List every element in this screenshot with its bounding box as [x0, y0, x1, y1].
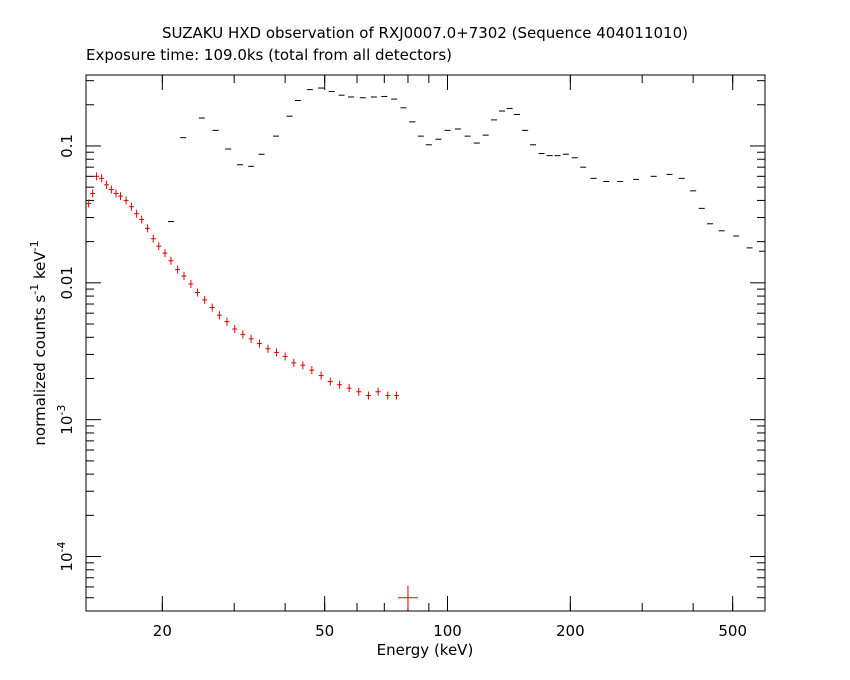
y-tick-label-base: 10	[58, 552, 76, 571]
data-point	[94, 172, 100, 181]
data-point	[104, 180, 110, 189]
data-point	[309, 366, 315, 375]
x-axis-label: Energy (keV)	[377, 641, 474, 659]
data-point	[365, 391, 371, 400]
series-1	[86, 172, 418, 610]
data-point	[232, 324, 238, 333]
y-axis-label-exp1: -1	[28, 284, 41, 295]
data-point	[128, 202, 134, 211]
data-point	[86, 199, 92, 208]
data-point	[188, 280, 194, 289]
data-point	[162, 249, 168, 258]
y-axis-label-exp2: -1	[28, 240, 41, 251]
data-point	[240, 330, 246, 339]
data-point	[394, 391, 400, 400]
data-point	[202, 295, 208, 304]
x-tick-label: 200	[556, 622, 585, 640]
x-tick-label: 50	[315, 622, 334, 640]
x-tick-label: 500	[718, 622, 747, 640]
data-point	[375, 387, 381, 396]
data-point	[181, 272, 187, 281]
y-tick-label: 10-3	[55, 405, 76, 435]
x-tick-label: 20	[153, 622, 172, 640]
y-tick-label-exp: -4	[55, 542, 68, 553]
data-point	[274, 348, 280, 357]
data-point	[195, 288, 201, 297]
data-point	[346, 384, 352, 393]
y-axis-label: normalized counts s-1 keV-1	[28, 240, 49, 445]
data-point	[209, 303, 215, 312]
data-point	[139, 215, 145, 224]
y-tick-label-base: 10	[58, 416, 76, 435]
x-axis: 20 50 100 200 500	[153, 75, 747, 640]
data-point	[327, 377, 333, 386]
data-point	[385, 391, 391, 400]
plot-frame	[85, 74, 766, 612]
data-point	[356, 387, 362, 396]
data-point	[156, 242, 162, 251]
y-axis: 0.10.0110-310-4	[55, 80, 765, 599]
data-point	[168, 256, 174, 265]
data-point	[282, 352, 288, 361]
data-point	[265, 344, 271, 353]
data-point	[256, 339, 262, 348]
data-point	[300, 361, 306, 370]
y-axis-label-main: normalized counts s	[31, 295, 49, 446]
y-tick-label: 0.1	[58, 134, 76, 158]
data-point	[145, 224, 151, 233]
data-point	[150, 234, 156, 243]
data-point	[123, 196, 129, 205]
y-tick-label-exp: -3	[55, 405, 68, 416]
chart-subtitle: Exposure time: 109.0ks (total from all d…	[86, 46, 452, 64]
data-point	[224, 317, 230, 326]
y-axis-label-unit: keV	[31, 251, 49, 284]
series-0	[167, 87, 766, 252]
data-point	[113, 189, 119, 198]
y-tick-label: 10-4	[55, 542, 76, 572]
data-point	[216, 311, 222, 320]
data-point	[175, 265, 181, 274]
data-point	[291, 358, 297, 367]
data-point	[134, 209, 140, 218]
data-point	[318, 371, 324, 380]
data-point	[99, 174, 105, 183]
data-point	[108, 185, 114, 194]
data-point	[248, 334, 254, 343]
data-series-layer	[86, 87, 766, 610]
data-point	[118, 192, 124, 201]
data-point	[397, 585, 418, 610]
y-tick-label: 0.01	[58, 266, 76, 299]
chart-title: SUZAKU HXD observation of RXJ0007.0+7302…	[162, 24, 688, 42]
data-point	[337, 380, 343, 389]
data-point	[90, 189, 96, 198]
x-tick-label: 100	[433, 622, 462, 640]
